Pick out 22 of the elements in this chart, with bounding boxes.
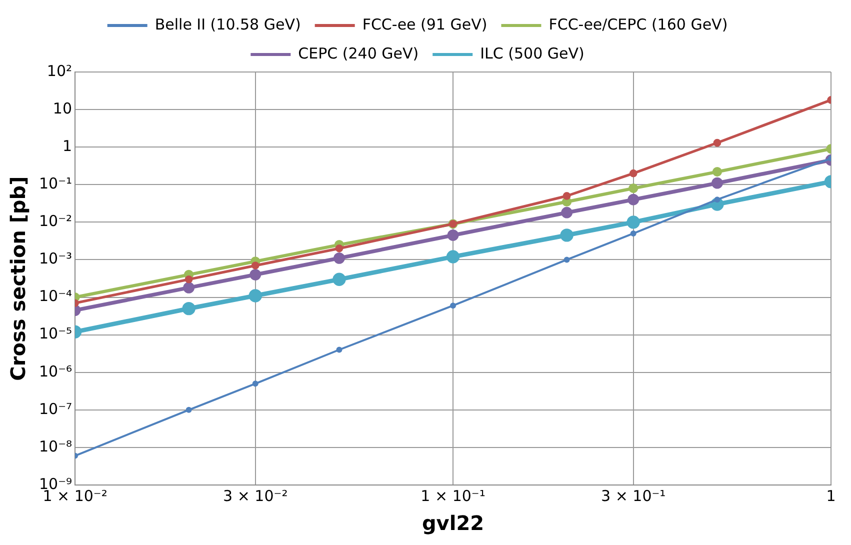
legend-label: FCC-ee (91 GeV) xyxy=(362,15,488,34)
y-tick-label: 1 xyxy=(62,136,72,155)
y-tick-label: 10⁻⁴ xyxy=(38,287,72,306)
legend-label: CEPC (240 GeV) xyxy=(298,44,419,62)
y-tick-label: 10⁻⁸ xyxy=(38,437,72,456)
y-tick-label: 10⁻² xyxy=(38,212,72,230)
x-tick-label: 3 × 10⁻¹ xyxy=(601,486,666,505)
x-tick-label: 1 xyxy=(826,486,836,505)
x-tick-label: 1 × 10⁻¹ xyxy=(420,486,486,505)
y-tick-label: 10⁻⁷ xyxy=(38,400,72,418)
legend-label: Belle II (10.58 GeV) xyxy=(154,15,301,34)
y-axis-title: Cross section [pb] xyxy=(6,176,30,381)
y-tick-label: 10 xyxy=(52,99,72,118)
y-tick-label: 10² xyxy=(46,62,72,80)
x-tick-label: 3 × 10⁻² xyxy=(223,486,288,505)
y-tick-label: 10⁻¹ xyxy=(38,174,72,193)
y-tick-label: 10⁻³ xyxy=(38,250,72,268)
y-tick-label: 10⁻⁵ xyxy=(38,324,72,343)
x-axis-title: gvl22 xyxy=(422,511,484,536)
legend-label: ILC (500 GeV) xyxy=(480,44,584,62)
legend-label: FCC-ee/CEPC (160 GeV) xyxy=(548,15,728,34)
y-tick-label: 10⁻⁶ xyxy=(38,362,72,380)
